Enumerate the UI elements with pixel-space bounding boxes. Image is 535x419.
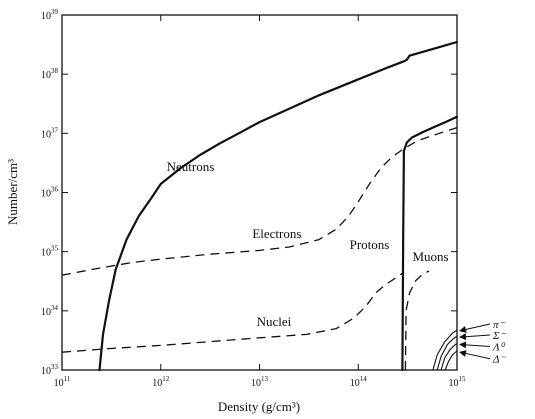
y-tick-label-exp: 33 (51, 363, 59, 371)
curve-label: Nuclei (257, 314, 292, 329)
series-line (61, 126, 458, 276)
x-tick-label: 1014 (350, 375, 368, 389)
x-tick-label-base: 10 (251, 378, 261, 389)
x-tick-label: 1012 (152, 375, 170, 389)
x-tick-label-base: 10 (350, 378, 360, 389)
y-tick-label-base: 10 (41, 307, 51, 318)
y-tick-label-exp: 37 (51, 126, 59, 134)
x-tick-label: 1013 (251, 375, 269, 389)
y-tick-label-base: 10 (41, 248, 51, 259)
particle-label: Δ⁻ (492, 354, 506, 366)
series-line (98, 40, 459, 372)
series-line (432, 329, 458, 371)
series-line (401, 115, 459, 372)
y-tick-label-exp: 38 (51, 67, 59, 75)
y-tick-label-base: 10 (41, 189, 51, 200)
particle-arrow (459, 341, 491, 349)
series-line (444, 350, 458, 371)
x-tick-label-base: 10 (54, 378, 64, 389)
x-tick-label-exp: 12 (162, 375, 170, 383)
x-tick-label: 1015 (449, 375, 467, 389)
particle-arrow (459, 350, 491, 360)
series-line (61, 271, 405, 353)
series-line (440, 342, 458, 371)
y-tick-label: 1039 (41, 8, 59, 22)
curve-label: Electrons (252, 226, 301, 241)
curve-label: Muons (413, 249, 449, 264)
y-axis-title: Number/cm³ (5, 159, 20, 225)
axis-ticks: 1011 1012 1013 1014 101510331034103510361037… (41, 8, 466, 389)
annotations-group: Neutrons Electrons Protons Nuclei Muons π⁻Σ⁻Λ… (167, 159, 507, 366)
y-tick-label-exp: 35 (51, 245, 59, 253)
particle-label: π⁻ (493, 319, 506, 331)
y-tick-label: 1035 (41, 245, 59, 259)
y-tick-label: 1038 (41, 67, 59, 81)
x-tick-label-exp: 14 (360, 375, 368, 383)
x-tick-label-exp: 13 (261, 375, 269, 383)
x-tick-label-base: 10 (449, 378, 459, 389)
x-tick-label: 1011 (54, 375, 71, 389)
particle-arrow (459, 323, 491, 333)
series-group (61, 40, 459, 372)
x-tick-label-exp: 15 (459, 375, 467, 383)
x-tick-label-base: 10 (152, 378, 162, 389)
x-axis-title: Density (g/cm³) (218, 399, 300, 414)
y-tick-label-exp: 34 (51, 304, 59, 312)
curve-label: Neutrons (167, 159, 215, 174)
series-line (404, 270, 430, 371)
y-tick-label-base: 10 (41, 11, 51, 22)
y-tick-label: 1037 (41, 126, 59, 140)
y-tick-label: 1036 (41, 186, 59, 200)
particle-label: Λ⁰ (492, 341, 506, 353)
y-tick-label: 1033 (41, 363, 59, 377)
y-tick-label-exp: 39 (51, 8, 59, 16)
y-tick-label-base: 10 (41, 366, 51, 377)
y-tick-label-base: 10 (41, 129, 51, 140)
y-tick-label-base: 10 (41, 70, 51, 81)
y-tick-label-exp: 36 (51, 186, 59, 194)
series-line (436, 335, 458, 371)
particle-arrow (459, 333, 491, 341)
y-tick-label: 1034 (41, 304, 59, 318)
x-tick-label-exp: 11 (64, 375, 71, 383)
particle-label: Σ⁻ (492, 330, 507, 342)
curve-label: Protons (350, 237, 390, 252)
